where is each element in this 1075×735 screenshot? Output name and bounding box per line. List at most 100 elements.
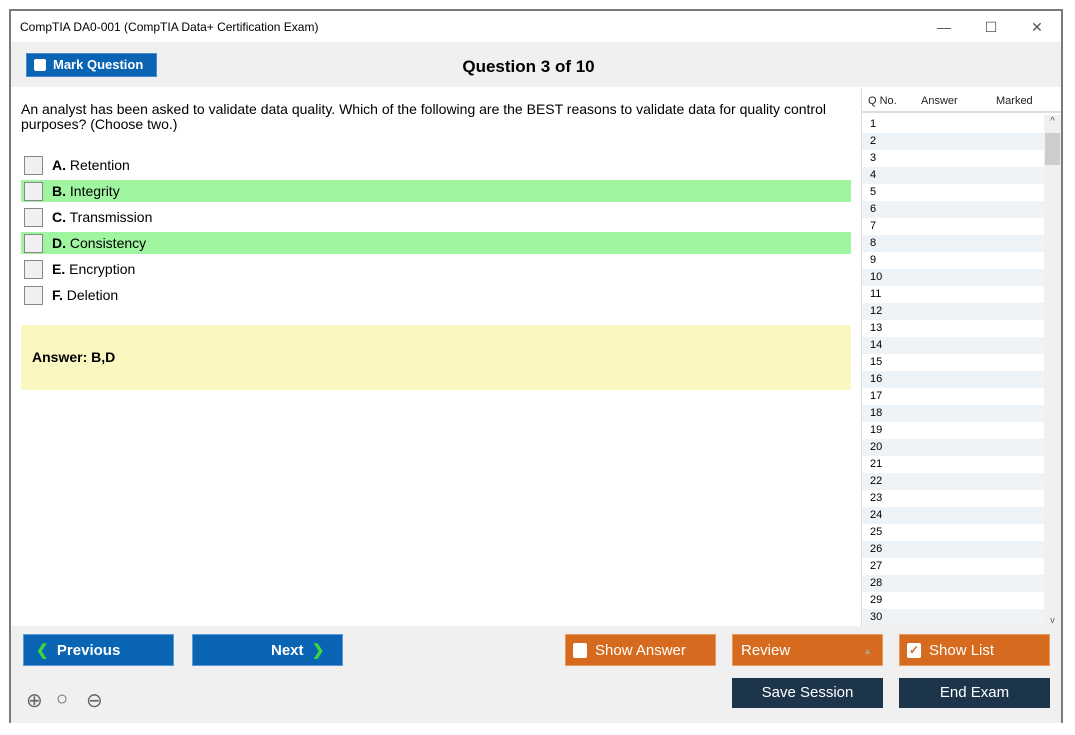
checkmark-icon: ✓ bbox=[907, 643, 921, 658]
question-text: An analyst has been asked to validate da… bbox=[21, 101, 826, 132]
option-checkbox[interactable] bbox=[24, 234, 43, 253]
triangle-up-icon: ▲ bbox=[863, 646, 872, 656]
list-row[interactable]: 8 bbox=[862, 235, 1044, 252]
answer-box: Answer: B,D bbox=[21, 325, 851, 390]
question-list: Q No. Answer Marked 1 2 3 4 5 6 7 8 9 10 11 12 13 14 1… bbox=[861, 88, 1061, 626]
save-session-button[interactable]: Save Session bbox=[732, 678, 883, 708]
option-letter: C. bbox=[52, 209, 66, 225]
list-row[interactable]: 25 bbox=[870, 526, 883, 538]
option-label: A. Retention bbox=[52, 154, 130, 176]
zoom-reset-icon[interactable]: ○ bbox=[56, 688, 69, 710]
checkbox-icon bbox=[34, 59, 46, 71]
list-row[interactable]: 16 bbox=[862, 371, 1044, 388]
list-row[interactable]: 11 bbox=[870, 288, 882, 300]
option-e[interactable]: E. Encryption bbox=[21, 258, 851, 280]
list-row[interactable]: 5 bbox=[870, 186, 877, 198]
list-row[interactable]: 26 bbox=[862, 541, 1044, 558]
option-letter: F. bbox=[52, 287, 63, 303]
header-marked: Marked bbox=[996, 95, 1033, 107]
option-letter: E. bbox=[52, 261, 66, 277]
list-row[interactable]: 7 bbox=[870, 220, 877, 232]
chevron-right-icon: ❯ bbox=[311, 642, 325, 659]
option-checkbox[interactable] bbox=[24, 182, 43, 201]
title-bar: CompTIA DA0-001 (CompTIA Data+ Certifica… bbox=[11, 11, 1061, 42]
end-exam-button[interactable]: End Exam bbox=[899, 678, 1050, 708]
list-row[interactable]: 9 bbox=[870, 254, 877, 266]
list-row[interactable]: 23 bbox=[870, 492, 883, 504]
list-row[interactable]: 20 bbox=[862, 439, 1044, 456]
option-label: E. Encryption bbox=[52, 258, 135, 280]
option-d[interactable]: D. Consistency bbox=[21, 232, 851, 254]
option-checkbox[interactable] bbox=[24, 286, 43, 305]
previous-button[interactable]: ❮ Previous bbox=[23, 634, 174, 666]
maximize-icon[interactable]: ☐ bbox=[984, 19, 998, 35]
show-answer-button[interactable]: Show Answer bbox=[565, 634, 716, 666]
toolbar: Mark Question Question 3 of 10 bbox=[11, 42, 1061, 87]
list-row[interactable]: 22 bbox=[862, 473, 1044, 490]
list-row[interactable]: 14 bbox=[862, 337, 1044, 354]
list-row[interactable]: 30 bbox=[862, 609, 1044, 626]
option-c[interactable]: C. Transmission bbox=[21, 206, 851, 228]
option-checkbox[interactable] bbox=[24, 208, 43, 227]
mark-question-button[interactable]: Mark Question bbox=[26, 53, 157, 77]
previous-label: Previous bbox=[56, 642, 121, 659]
option-text: Retention bbox=[69, 157, 130, 173]
next-label: Next bbox=[271, 642, 304, 659]
checkbox-icon bbox=[573, 643, 587, 658]
list-row[interactable]: 1 bbox=[870, 118, 877, 130]
scrollbar[interactable]: ^ v bbox=[1044, 115, 1061, 626]
list-header: Q No. Answer Marked bbox=[862, 88, 1061, 113]
list-row[interactable]: 2 bbox=[862, 133, 1044, 150]
option-f[interactable]: F. Deletion bbox=[21, 284, 851, 306]
list-row[interactable]: 19 bbox=[870, 424, 883, 436]
list-row[interactable]: 12 bbox=[862, 303, 1044, 320]
option-letter: B. bbox=[52, 183, 66, 199]
list-row[interactable]: 13 bbox=[870, 322, 883, 334]
bottom-bar: ❮ Previous Next ❯ Show Answer Review ▲ ✓ S… bbox=[11, 626, 1061, 723]
option-text: Transmission bbox=[69, 209, 153, 225]
mark-label: Mark Question bbox=[53, 57, 144, 72]
scroll-up-icon[interactable]: ^ bbox=[1050, 116, 1055, 127]
show-list-label: Show List bbox=[929, 642, 995, 659]
list-row[interactable]: 15 bbox=[870, 356, 883, 368]
list-row[interactable]: 17 bbox=[870, 390, 883, 402]
list-row[interactable]: 3 bbox=[870, 152, 877, 164]
review-label: Review bbox=[741, 642, 791, 659]
header-answer: Answer bbox=[921, 95, 958, 107]
show-list-button[interactable]: ✓ Show List bbox=[899, 634, 1050, 666]
list-row[interactable]: 29 bbox=[870, 594, 883, 606]
option-b[interactable]: B. Integrity bbox=[21, 180, 851, 202]
option-letter: D. bbox=[52, 235, 66, 251]
list-row[interactable]: 21 bbox=[870, 458, 883, 470]
list-row[interactable]: 18 bbox=[862, 405, 1044, 422]
scroll-down-icon[interactable]: v bbox=[1050, 615, 1055, 625]
option-text: Consistency bbox=[69, 235, 147, 251]
next-button[interactable]: Next ❯ bbox=[192, 634, 343, 666]
option-text: Integrity bbox=[69, 183, 120, 199]
option-label: C. Transmission bbox=[52, 206, 152, 228]
option-label: B. Integrity bbox=[52, 180, 120, 202]
chevron-left-icon: ❮ bbox=[36, 642, 49, 659]
header-qno: Q No. bbox=[868, 95, 897, 107]
zoom-out-icon[interactable]: ⊖ bbox=[86, 690, 103, 712]
review-dropdown[interactable]: Review ▲ bbox=[732, 634, 883, 666]
list-row[interactable]: 24 bbox=[862, 507, 1044, 524]
zoom-in-icon[interactable]: ⊕ bbox=[26, 690, 43, 712]
app-window: CompTIA DA0-001 (CompTIA Data+ Certifica… bbox=[9, 9, 1063, 723]
list-row[interactable]: 27 bbox=[870, 560, 883, 572]
scroll-thumb[interactable] bbox=[1045, 133, 1060, 165]
option-checkbox[interactable] bbox=[24, 156, 43, 175]
list-row[interactable]: 4 bbox=[862, 167, 1044, 184]
list-row[interactable]: 28 bbox=[862, 575, 1044, 592]
window-title: CompTIA DA0-001 (CompTIA Data+ Certifica… bbox=[20, 20, 319, 34]
list-row[interactable]: 10 bbox=[862, 269, 1044, 286]
option-text: Encryption bbox=[69, 261, 136, 277]
close-icon[interactable]: ✕ bbox=[1031, 19, 1043, 35]
option-letter: A. bbox=[52, 157, 66, 173]
option-text: Deletion bbox=[66, 287, 119, 303]
option-label: D. Consistency bbox=[52, 232, 146, 254]
minimize-icon[interactable]: — bbox=[937, 19, 951, 35]
option-checkbox[interactable] bbox=[24, 260, 43, 279]
option-a[interactable]: A. Retention bbox=[21, 154, 851, 176]
list-row[interactable]: 6 bbox=[862, 201, 1044, 218]
